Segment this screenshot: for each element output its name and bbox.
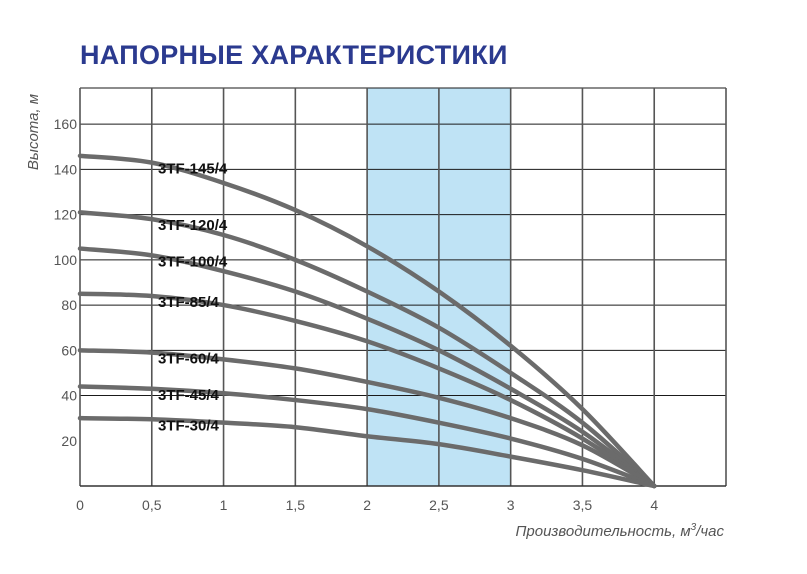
- x-tick-label: 0: [76, 497, 84, 513]
- y-tick-label: 100: [54, 252, 78, 268]
- series-label: 3TF-30/4: [158, 417, 220, 434]
- series-line: [77, 246, 657, 489]
- series-label: 3TF-145/4: [158, 161, 228, 178]
- y-tick-label: 160: [54, 116, 78, 132]
- x-tick-label: 1: [220, 497, 228, 513]
- series-label: 3TF-60/4: [158, 351, 220, 368]
- series-label: 3TF-100/4: [158, 253, 228, 270]
- series-lines-group: [77, 153, 657, 489]
- x-axis-label-tail: /час: [695, 523, 724, 540]
- y-tick-label: 120: [54, 207, 78, 223]
- y-tick-label: 40: [61, 388, 77, 404]
- series-line: [77, 153, 657, 489]
- chart-title: НАПОРНЫЕ ХАРАКТЕРИСТИКИ: [80, 40, 508, 70]
- series-line: [77, 291, 657, 489]
- series-label: 3TF-45/4: [158, 387, 220, 404]
- series-line: [77, 415, 657, 489]
- x-tick-label: 0,5: [142, 497, 162, 513]
- x-tick-label: 2,5: [429, 497, 449, 513]
- tick-labels-group: 20 40 60 80 100 120 140 160 0 0,5 1 1,5 2 2,5 3 3,5 4: [54, 116, 659, 513]
- series-label: 3TF-85/4: [158, 294, 220, 311]
- series-line: [77, 210, 657, 489]
- series-line: [77, 384, 657, 489]
- x-tick-label: 4: [650, 497, 658, 513]
- x-axis-label: Производительность, м3/час: [516, 522, 725, 540]
- x-tick-label: 3,5: [573, 497, 593, 513]
- y-axis-label: Высота, м: [25, 94, 42, 170]
- x-tick-label: 2: [363, 497, 371, 513]
- y-tick-label: 20: [61, 433, 77, 449]
- series-label: 3TF-120/4: [158, 217, 228, 234]
- y-tick-label: 60: [61, 342, 77, 358]
- x-tick-label: 3: [507, 497, 515, 513]
- y-tick-label: 140: [54, 161, 78, 177]
- x-tick-label: 1,5: [286, 497, 306, 513]
- series-labels-group: 3TF-145/4 3TF-120/4 3TF-100/4 3TF-85/4 3TF-6…: [158, 161, 228, 435]
- x-axis-label-sup: 3: [691, 522, 697, 533]
- x-axis-label-main: Производительность, м: [516, 523, 691, 540]
- y-tick-label: 80: [61, 297, 77, 313]
- series-line: [77, 348, 657, 489]
